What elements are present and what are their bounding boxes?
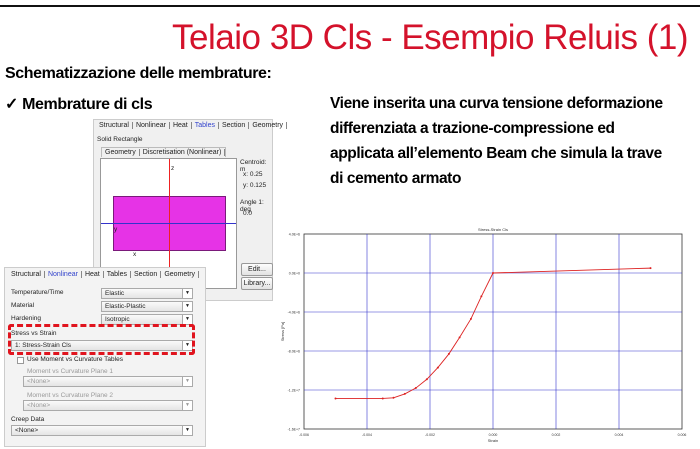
x-axis-label: Strain [488, 438, 498, 443]
tab-heat[interactable]: Heat [170, 122, 192, 129]
data-point [469, 317, 472, 320]
plane1-value: <None> [27, 378, 51, 385]
data-point [334, 397, 337, 400]
row-value: Elastic-Plastic [105, 303, 146, 310]
tab-nonlinear[interactable]: Nonlinear [45, 271, 82, 278]
data-point [649, 267, 652, 270]
z-axis-label: z [171, 165, 175, 172]
data-point [414, 387, 417, 390]
library-button[interactable]: Library... [241, 277, 273, 290]
x-tick-label: 0.006 [678, 433, 687, 437]
y-tick-label: -1.2E+7 [288, 389, 300, 393]
y-axis-line [101, 223, 236, 224]
chevron-down-icon: ▼ [182, 401, 192, 410]
tab-geometry[interactable]: Geometry [102, 149, 140, 156]
chevron-down-icon: ▼ [182, 302, 192, 311]
chevron-down-icon: ▼ [182, 377, 192, 386]
data-point [492, 272, 494, 274]
creep-select[interactable]: <None> ▼ [11, 425, 193, 436]
row-label: Temperature/Time [11, 289, 64, 296]
plane1-label: Moment vs Curvature Plane 1 [27, 368, 113, 375]
y-axis-label: Stress [Pa] [280, 322, 285, 342]
top-rule [0, 5, 700, 7]
row-value: Isotropic [105, 316, 130, 323]
plane2-label: Moment vs Curvature Plane 2 [27, 392, 113, 399]
data-point [436, 366, 439, 369]
y-tick-label: -8.0E+6 [288, 350, 300, 354]
chart-title: Stress-Strain Cls [478, 227, 508, 232]
y-axis-label: y [114, 226, 118, 233]
checkmark-icon: ✓ [5, 96, 23, 113]
plane2-value: <None> [27, 402, 51, 409]
bullet-item: ✓ Membrature di cls [5, 94, 153, 114]
row-label: Material [11, 302, 35, 309]
angle-value: 0.0 [243, 210, 253, 217]
x-tick-label: 0.000 [489, 433, 498, 437]
tab-tables[interactable]: Tables [192, 122, 219, 129]
x-tick-label: -0.004 [362, 433, 372, 437]
chevron-down-icon: ▼ [182, 289, 192, 298]
x-tick-label: -0.002 [425, 433, 435, 437]
geometry-panel-tabs: Structural Nonlinear Heat Tables Section Geom… [96, 122, 288, 129]
x-tick-label: 0.002 [552, 433, 561, 437]
tab-tables[interactable]: Tables [104, 271, 131, 278]
centroid-x: x: 0.25 [243, 171, 263, 178]
tab-discretisation[interactable]: Discretisation (Nonlinear) [140, 149, 226, 156]
chevron-down-icon: ▼ [182, 341, 192, 350]
plane1-select[interactable]: <None> ▼ [23, 376, 193, 387]
creep-value: <None> [15, 427, 39, 434]
section-type: Solid Rectangle [97, 136, 143, 143]
centroid-y: y: 0.125 [243, 182, 267, 189]
chevron-down-icon: ▼ [182, 426, 192, 435]
stress-strain-value: 1: Stress-Strain Cls [15, 342, 71, 349]
data-point [458, 336, 461, 339]
y-tick-label: 0.0E+0 [289, 272, 300, 276]
slide-heading: Schematizzazione delle membrature: [5, 65, 272, 82]
slide-description: Viene inserita una curva tensione deform… [330, 95, 663, 187]
centroid-label: Centroid: m [240, 159, 267, 173]
stress-strain-chart: -0.006 -0.004 -0.002 0.000 0.002 0.004 0.006 4.… [278, 225, 690, 447]
use-moment-label: Use Moment vs Curvature Tables [27, 356, 123, 363]
tab-heat[interactable]: Heat [82, 271, 104, 278]
data-point [480, 295, 483, 298]
data-point [381, 397, 384, 400]
tab-structural[interactable]: Structural [96, 122, 133, 129]
bullet-text: Membrature di cls [22, 96, 153, 113]
highlight-dashed-box [8, 324, 195, 355]
y-tick-label: 4.0E+6 [289, 233, 300, 237]
row-value: Elastic [105, 290, 125, 297]
tab-nonlinear[interactable]: Nonlinear [133, 122, 170, 129]
y-tick-label: -4.0E+6 [288, 311, 300, 315]
tab-geometry[interactable]: Geometry [161, 271, 200, 278]
data-point [447, 352, 450, 355]
x-axis-label: x [133, 251, 137, 258]
data-point [425, 378, 428, 381]
tab-geometry[interactable]: Geometry [249, 122, 288, 129]
edit-button[interactable]: Edit... [241, 263, 273, 276]
nonlinear-panel-tabs: Structural Nonlinear Heat Tables Section Geom… [8, 271, 200, 278]
tab-structural[interactable]: Structural [8, 271, 45, 278]
plane2-select[interactable]: <None> ▼ [23, 400, 193, 411]
data-point [403, 392, 406, 395]
data-point [392, 396, 395, 399]
chevron-down-icon: ▼ [182, 315, 192, 324]
row-label: Hardening [11, 315, 41, 322]
creep-label: Creep Data [11, 416, 45, 423]
angle-label: Angle 1: deg [240, 199, 264, 213]
row-select[interactable]: Elastic-Plastic ▼ [101, 301, 193, 312]
x-tick-label: 0.004 [615, 433, 624, 437]
x-tick-label: -0.006 [299, 433, 309, 437]
tab-section[interactable]: Section [131, 271, 162, 278]
nonlinear-panel: Structural Nonlinear Heat Tables Section Geom… [4, 267, 206, 447]
stress-strain-label: Stress vs Strain [11, 330, 57, 337]
slide-title: Telaio 3D Cls - Esempio Reluis (1) [172, 18, 688, 57]
tab-section[interactable]: Section [219, 122, 250, 129]
use-moment-checkbox[interactable] [17, 357, 24, 364]
y-tick-label: -1.6E+7 [288, 428, 300, 432]
row-select[interactable]: Elastic ▼ [101, 288, 193, 299]
